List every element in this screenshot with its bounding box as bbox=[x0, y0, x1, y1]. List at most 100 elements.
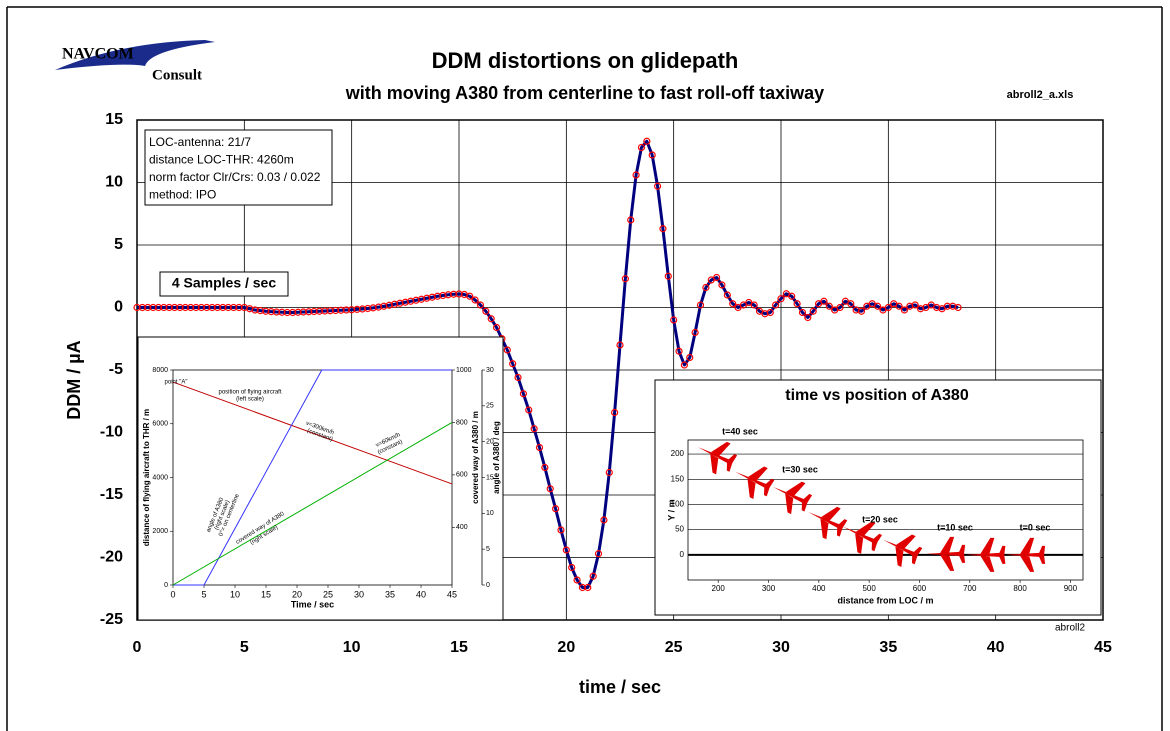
data-marker bbox=[621, 275, 629, 283]
data-marker bbox=[176, 303, 184, 312]
y-tick-label: -15 bbox=[100, 486, 123, 503]
x-tick-label: 0 bbox=[170, 589, 175, 599]
info-line: method: IPO bbox=[149, 188, 216, 202]
data-marker bbox=[358, 305, 366, 313]
data-marker bbox=[294, 308, 302, 316]
x-tick-label: 30 bbox=[354, 589, 364, 599]
x-tick-label: 300 bbox=[762, 584, 776, 593]
x-tick-label: 400 bbox=[812, 584, 826, 593]
x-tick-label: 30 bbox=[772, 639, 790, 656]
y-axis-title: Y / m bbox=[666, 499, 676, 520]
y2-tick-label: 15 bbox=[486, 474, 494, 481]
data-marker bbox=[224, 303, 232, 312]
x-axis-title: time / sec bbox=[579, 677, 661, 697]
y-tick-label: 0 bbox=[114, 299, 123, 316]
inset-annotation: point "A" bbox=[165, 380, 188, 386]
y-tick-label: -25 bbox=[100, 611, 123, 628]
data-marker bbox=[208, 303, 216, 312]
data-marker bbox=[589, 572, 597, 580]
data-marker bbox=[643, 137, 651, 145]
data-marker bbox=[857, 307, 866, 315]
data-marker bbox=[648, 151, 656, 159]
data-marker bbox=[541, 463, 549, 472]
data-marker bbox=[187, 303, 195, 312]
data-marker bbox=[900, 306, 909, 314]
data-marker bbox=[525, 406, 533, 414]
aircraft-position bbox=[772, 481, 813, 515]
info-line: LOC-antenna: 21/7 bbox=[149, 135, 251, 149]
data-marker bbox=[664, 272, 672, 280]
data-marker bbox=[278, 308, 286, 316]
time-annotation: t=20 sec bbox=[862, 514, 898, 524]
y3-tick-label: 400 bbox=[456, 524, 468, 531]
data-marker bbox=[509, 360, 517, 368]
y-axis-title: distance of flying aircraft to THR / m bbox=[142, 409, 151, 546]
data-marker bbox=[299, 308, 307, 316]
data-marker bbox=[798, 308, 807, 317]
data-marker bbox=[675, 347, 683, 355]
data-marker bbox=[310, 307, 318, 316]
y-tick-label: 15 bbox=[105, 111, 123, 128]
data-marker bbox=[809, 307, 817, 315]
y-tick-label: 50 bbox=[675, 525, 684, 534]
data-marker bbox=[605, 468, 613, 477]
data-marker bbox=[712, 273, 721, 282]
x-tick-label: 35 bbox=[879, 639, 897, 656]
inset-box bbox=[654, 379, 1102, 616]
data-marker bbox=[820, 297, 828, 305]
data-marker bbox=[632, 171, 640, 179]
x-tick-label: 40 bbox=[416, 589, 426, 599]
time-annotation: t=10 sec bbox=[937, 522, 973, 532]
aircraft-position bbox=[697, 441, 738, 475]
data-marker bbox=[144, 303, 152, 312]
x-tick-label: 800 bbox=[1013, 584, 1027, 593]
time-annotation: t=0 sec bbox=[1020, 522, 1051, 532]
data-marker bbox=[895, 302, 903, 310]
data-marker bbox=[723, 291, 731, 299]
plot-frame bbox=[136, 119, 1104, 621]
data-marker bbox=[702, 283, 710, 292]
x-tick-label: 25 bbox=[323, 589, 333, 599]
x-tick-label: 600 bbox=[913, 584, 927, 593]
data-marker bbox=[911, 301, 919, 309]
x-tick-label: 15 bbox=[261, 589, 271, 599]
data-marker bbox=[659, 225, 667, 233]
x-tick-label: 10 bbox=[230, 589, 240, 599]
x-tick-label: 0 bbox=[133, 639, 142, 656]
data-marker bbox=[718, 281, 726, 289]
data-marker bbox=[466, 292, 474, 300]
y2-tick-label: 5 bbox=[486, 546, 490, 553]
time-annotation: t=40 sec bbox=[722, 426, 758, 436]
data-marker bbox=[219, 303, 227, 312]
data-marker bbox=[321, 307, 329, 315]
data-marker bbox=[530, 425, 538, 433]
x-tick-label: 20 bbox=[292, 589, 302, 599]
data-marker bbox=[729, 300, 737, 308]
y-tick-label: -10 bbox=[100, 424, 123, 441]
data-marker bbox=[568, 563, 576, 572]
x-tick-label: 20 bbox=[557, 639, 575, 656]
data-marker bbox=[691, 328, 699, 337]
data-marker bbox=[487, 315, 495, 323]
x-tick-label: 35 bbox=[385, 589, 395, 599]
y-tick-label: 100 bbox=[671, 500, 685, 509]
data-marker bbox=[149, 303, 157, 312]
y-tick-label: 0 bbox=[164, 582, 168, 589]
data-marker bbox=[213, 303, 222, 312]
data-marker bbox=[519, 390, 528, 398]
logo-swoosh bbox=[55, 40, 215, 70]
data-marker bbox=[503, 346, 511, 354]
data-marker bbox=[600, 516, 608, 524]
data-marker bbox=[450, 290, 458, 298]
data-marker bbox=[331, 306, 340, 315]
data-marker bbox=[192, 303, 200, 312]
samples-box bbox=[159, 271, 289, 297]
y2-tick-label: 0 bbox=[486, 582, 490, 589]
data-marker bbox=[884, 303, 892, 312]
data-marker bbox=[197, 303, 205, 312]
data-marker bbox=[305, 308, 313, 316]
data-marker bbox=[766, 308, 774, 317]
inset-line bbox=[173, 369, 452, 586]
data-marker bbox=[230, 303, 238, 312]
x-tick-label: 15 bbox=[450, 639, 468, 656]
